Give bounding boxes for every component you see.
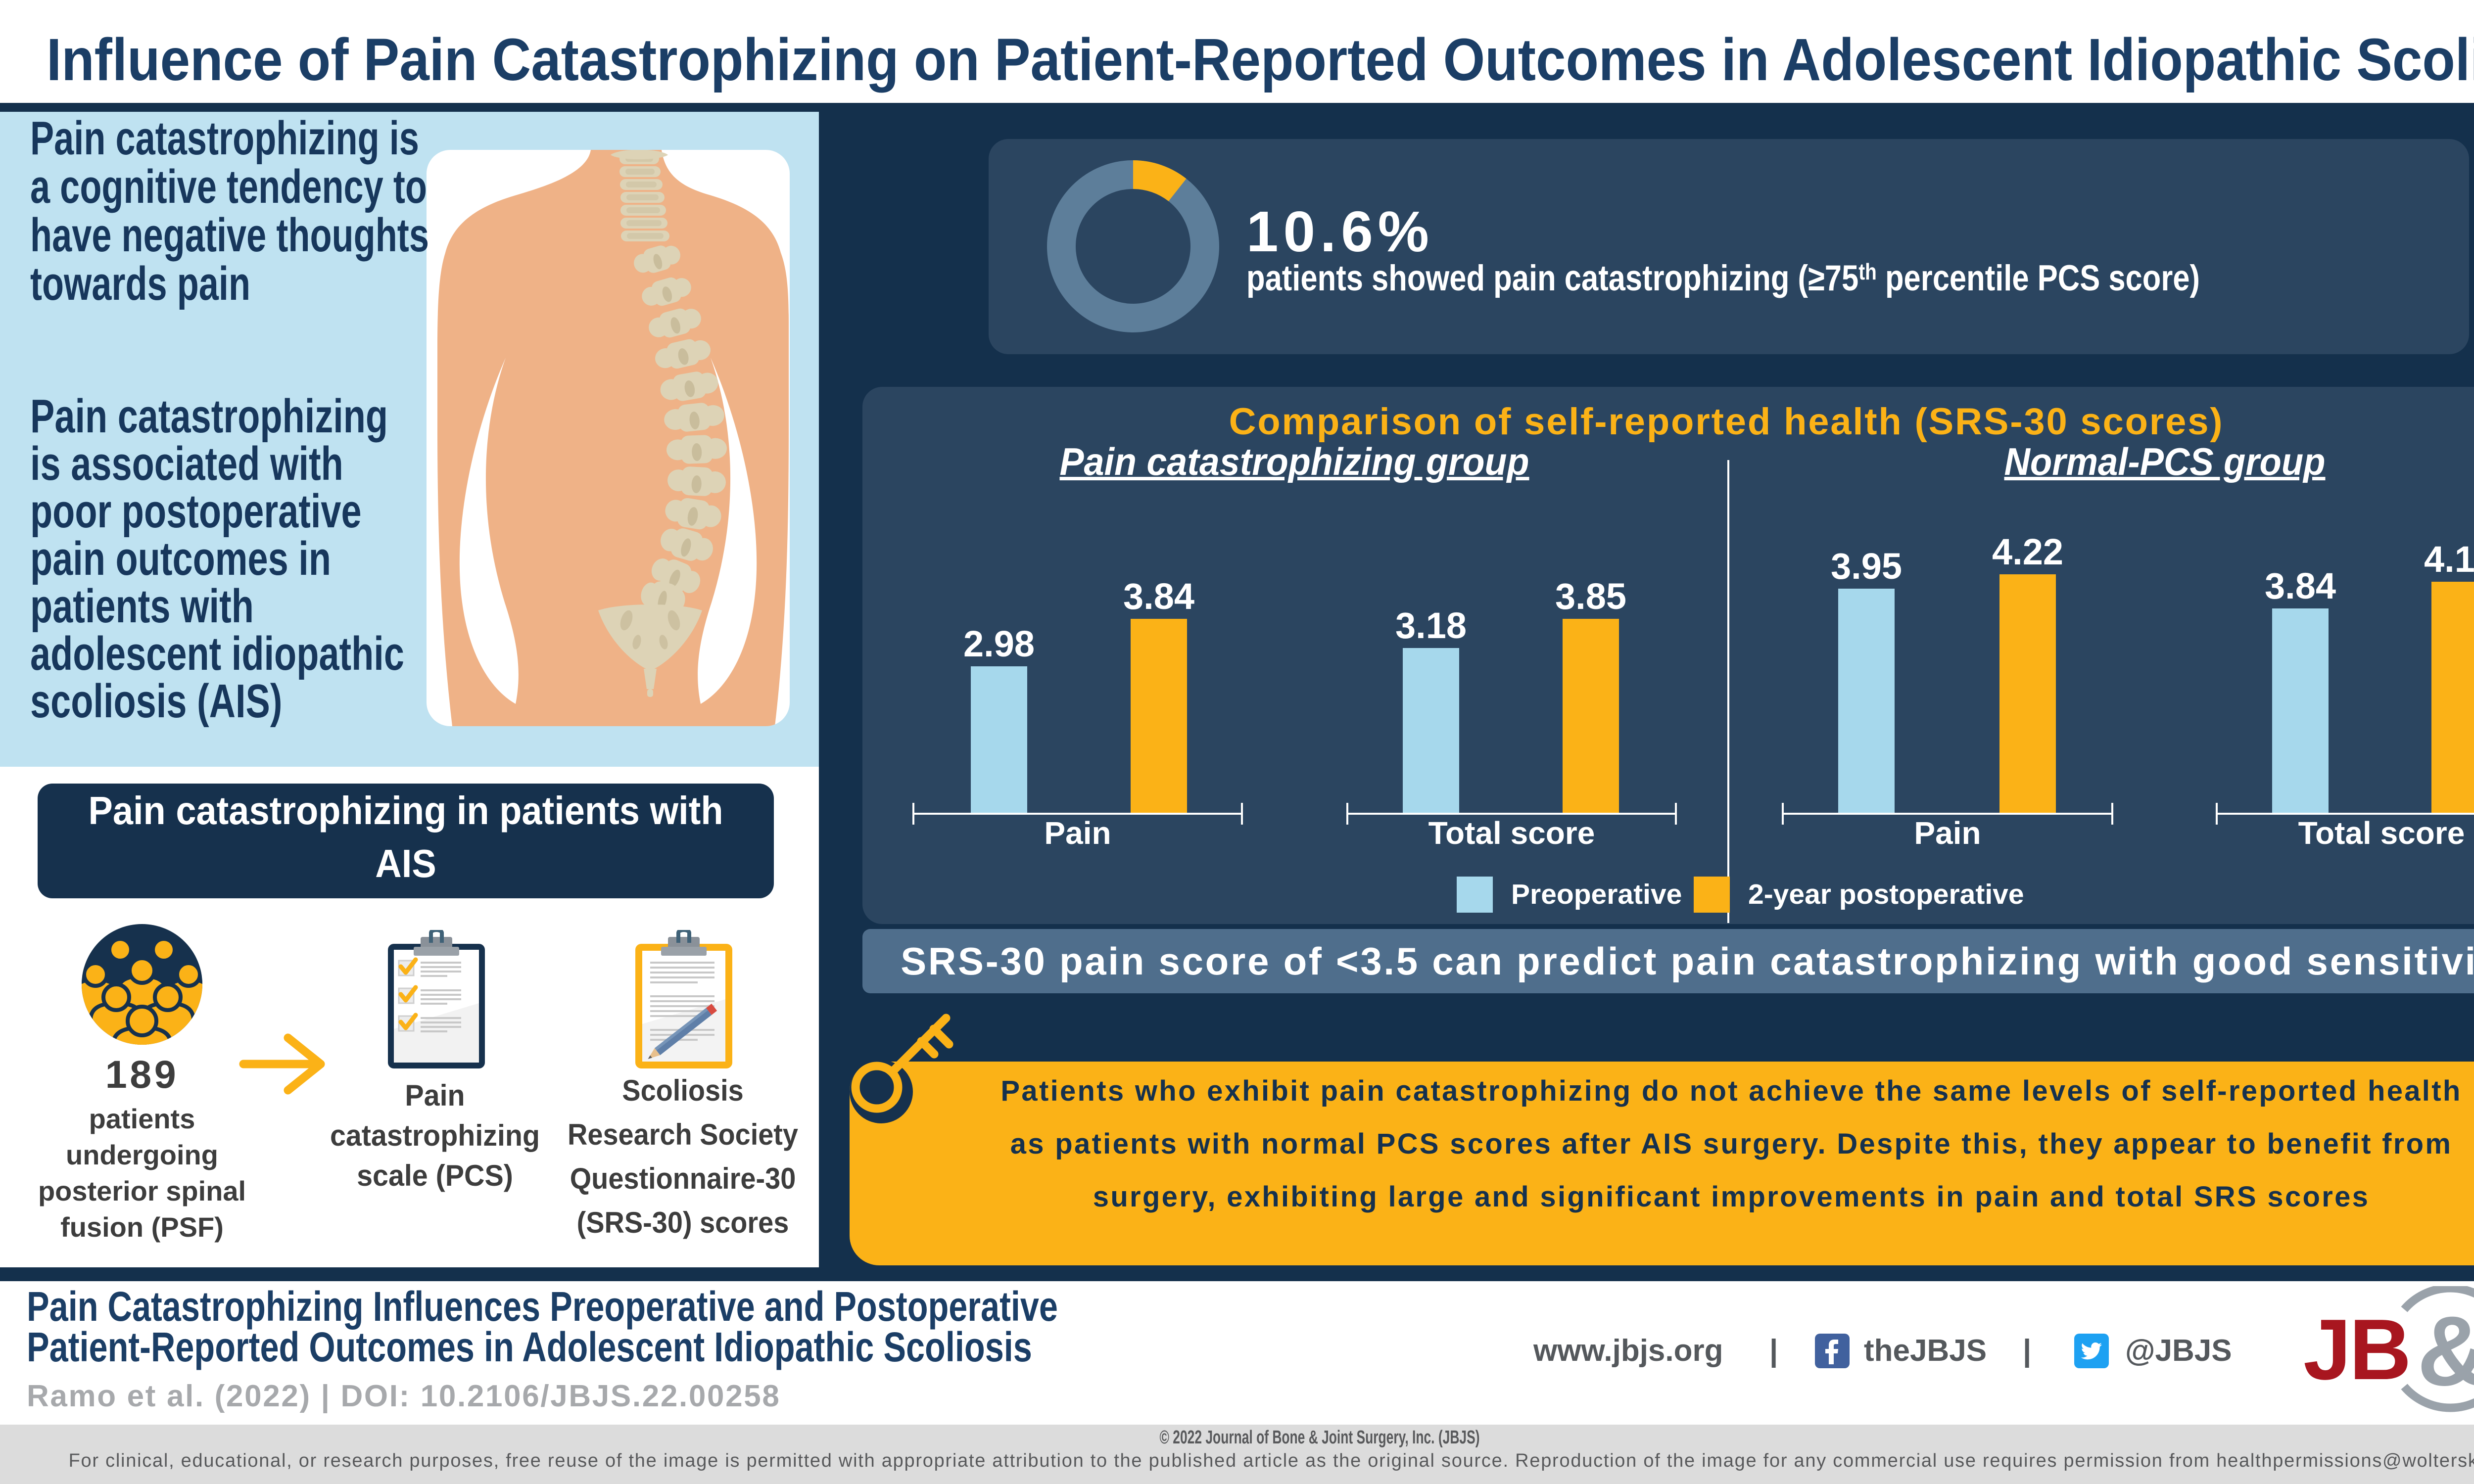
svg-text:JB: JB <box>2303 1301 2409 1397</box>
svg-text:&: & <box>2417 1296 2474 1406</box>
